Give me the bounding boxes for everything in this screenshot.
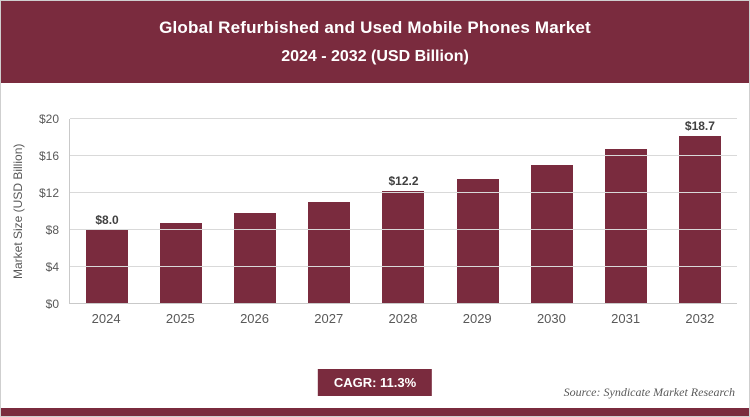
chart-title-banner: Global Refurbished and Used Mobile Phone… <box>1 1 749 83</box>
y-tick-label: $0 <box>45 297 59 311</box>
bar-2025 <box>160 222 203 304</box>
x-tick-label: 2024 <box>91 311 121 326</box>
gridline <box>70 266 737 267</box>
y-tick-label: $20 <box>38 112 59 126</box>
bar-value-label: $12.2 <box>388 174 419 189</box>
bar-slot <box>218 119 292 304</box>
bar-2032 <box>678 136 721 304</box>
bar-slot <box>515 119 589 304</box>
x-tick-label: 2032 <box>685 311 715 326</box>
bar-slot: $18.7 <box>663 119 737 304</box>
gridline <box>70 192 737 193</box>
gridline <box>70 303 737 304</box>
bar-2027 <box>308 202 351 304</box>
bar-slot: $12.2 <box>366 119 440 304</box>
x-tick-label: 2031 <box>611 311 641 326</box>
y-tick-label: $12 <box>38 186 59 200</box>
bar-2029 <box>456 179 499 304</box>
gridline <box>70 118 737 119</box>
bar-slot <box>441 119 515 304</box>
bar-2028 <box>382 191 425 304</box>
gridline <box>70 229 737 230</box>
y-axis-label: Market Size (USD Billion) <box>11 143 25 280</box>
cagr-badge: CAGR: 11.3% <box>317 369 433 396</box>
bar-slot <box>144 119 218 304</box>
bar-slot: $8.0 <box>70 119 144 304</box>
bar-series: $8.0 $12.2 $18.7 <box>70 119 737 304</box>
plot-area: $8.0 $12.2 $18.7 <box>69 118 737 304</box>
x-tick-label: 2025 <box>165 311 195 326</box>
source-text: Source: Syndicate Market Research <box>563 385 735 399</box>
bar-2030 <box>530 165 573 304</box>
y-tick-label: $4 <box>45 260 59 274</box>
bar-slot <box>589 119 663 304</box>
bar-2026 <box>234 213 277 304</box>
chart-title-line2: 2024 - 2032 (USD Billion) <box>281 48 469 65</box>
gridline <box>70 155 737 156</box>
x-tick-label: 2029 <box>462 311 492 326</box>
x-tick-label: 2026 <box>240 311 269 326</box>
bar-value-label: $18.7 <box>684 119 715 133</box>
bottom-accent-strip <box>1 408 749 416</box>
chart-title-line1: Global Refurbished and Used Mobile Phone… <box>159 18 591 37</box>
x-tick-label: 2027 <box>314 311 344 326</box>
bar-2024 <box>86 230 129 304</box>
x-tick-label: 2030 <box>536 311 566 326</box>
x-tick-label: 2028 <box>388 311 418 326</box>
y-tick-label: $8 <box>45 223 59 237</box>
x-axis-labels: 2024 2025 2026 2027 2028 2029 2030 2031 2032 <box>69 311 737 326</box>
bar-2031 <box>604 148 647 304</box>
y-tick-label: $16 <box>38 149 59 163</box>
y-axis-ticks: $0 $4 $8 $12 $16 $20 <box>31 112 63 311</box>
bar-slot <box>292 119 366 304</box>
bar-value-label: $8.0 <box>95 213 119 227</box>
